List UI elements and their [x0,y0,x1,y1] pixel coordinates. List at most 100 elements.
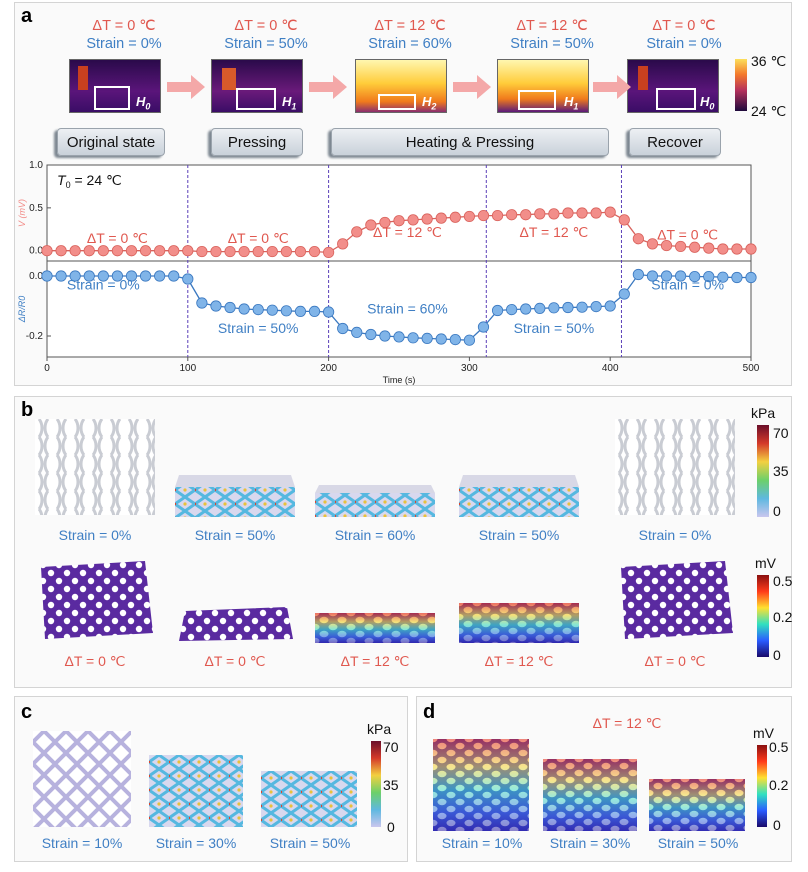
voltage-series-point [407,214,419,226]
condition-4: ΔT = 12 ℃ Strain = 50% [510,18,594,52]
voltage-series-point [41,245,53,257]
top-y-tick-label: 0.0 [29,246,43,257]
c-caption-2: Strain = 30% [155,835,237,851]
voltage-series-point [548,208,560,220]
resistance-series-point [55,270,67,282]
strain-annotation: Strain = 50% [514,320,595,336]
x-tick-label: 100 [179,363,196,374]
resistance-series-point [604,300,616,312]
resistance-series-point [590,301,602,313]
resistance-series-point [618,288,630,300]
resistance-series-point [266,304,278,316]
stage-original: Original state [57,128,165,156]
resistance-series-point [520,303,532,315]
voltage-series-point [477,209,490,222]
resistance-series-point [111,270,124,282]
thermal-image-1: H0 [69,59,161,113]
h-box [378,94,416,110]
d-caption-2: Strain = 30% [549,835,631,851]
stress-caption-2: Strain = 50% [194,527,276,543]
voltage-series-point [154,245,166,257]
stage-pressing: Pressing [211,128,303,156]
voltage-series-point [337,238,349,250]
d-caption-3: Strain = 50% [657,835,739,851]
d-mv-tick: 0.5 [769,739,789,755]
bottom-y-tick-label: -0.2 [26,331,44,342]
strain-annotation: Strain = 50% [218,320,299,336]
resistance-series-point [182,273,194,285]
c-kpa-tick: 70 [383,739,399,755]
d-mv-tick: 0 [773,817,781,833]
kpa-bar-unit: kPa [751,405,776,421]
voltage-series-point [421,213,433,225]
h-box [236,88,276,110]
voltage-series-point [393,215,405,227]
x-tick-label: 500 [743,363,760,374]
resistance-series-point [576,301,588,313]
voltage-series-point [55,245,67,257]
stress-caption-1: Strain = 0% [58,527,132,543]
voltage-caption-1: ΔT = 0 ℃ [64,653,126,669]
arrow-icon [453,75,491,99]
resistance-series-point [717,271,729,283]
thermal-hotspot [638,66,648,90]
c-caption-3: Strain = 50% [269,835,351,851]
voltage-series-point [703,242,715,254]
bottom-y-axis-label: ΔR/R0 [17,296,27,324]
h-label: H2 [422,94,437,112]
resistance-series-point [97,270,109,282]
stress-caption-5: Strain = 0% [638,527,712,543]
panel-c: c Strain = 10% Strain = 30% Strain = 50%… [14,696,408,862]
stage-recover: Recover [629,128,721,156]
resistance-series-point [689,271,701,283]
resistance-series-point [294,305,307,317]
condition-1: ΔT = 0 ℃ Strain = 0% [86,18,162,52]
thermal-colorbar-max: 36 ℃ [751,53,787,69]
resistance-series-point [421,332,433,344]
voltage-series-point [308,245,321,258]
strain-annotation: Strain = 60% [367,301,448,317]
resistance-series-point [168,270,180,282]
thermal-colorbar [735,59,747,111]
resistance-series-point [477,321,490,333]
resistance-series-point [41,270,53,282]
voltage-series-point [69,245,81,257]
top-y-tick-label: 0.5 [29,203,43,214]
resistance-series-point [322,306,335,318]
thermal-hotspot [222,68,236,90]
panel-a: a ΔT = 0 ℃ Strain = 0% ΔT = 0 ℃ Strain = 5… [14,2,792,386]
h-label: H0 [136,94,151,112]
voltage-caption-5: ΔT = 0 ℃ [644,653,706,669]
lattice-stress-3 [315,485,435,517]
c-caption-1: Strain = 10% [41,835,123,851]
resistance-series-point [337,322,349,335]
kpa-bar-tick: 70 [773,425,789,441]
voltage-series-point [111,245,124,257]
voltage-series-point [717,243,729,255]
panel-c-letter: c [21,701,33,723]
top-y-axis-label: V (mV) [17,199,27,227]
voltage-annotation: ΔT = 12 ℃ [519,224,588,240]
panel-b: b Strain = 0% Strain = 50% Strain = 60% … [14,396,792,688]
voltage-series-point [449,211,461,223]
lattice-stress-5 [615,419,735,515]
lattice-stress-4 [459,475,579,517]
thermal-image-2: H1 [211,59,303,113]
voltage-series-point [689,241,701,253]
voltage-series-point [435,212,447,224]
resistance-series-point [139,270,152,282]
mv-bar-tick: 0 [773,647,781,663]
h-box [518,90,556,110]
resistance-series-point [491,304,504,317]
resistance-series-point [435,333,447,345]
time-series-chart: 0.0 0.5 1.0 0.0 -0.2 0 100 200 300 400 500 Time (s)… [17,160,760,385]
x-tick-label: 200 [320,363,337,374]
resistance-series-point [463,334,475,346]
lattice-stress-1 [35,419,155,515]
voltage-series-point [322,246,335,259]
d-caption-1: Strain = 10% [441,835,523,851]
lattice-c-3 [261,771,357,827]
lattice-c-1 [33,731,131,827]
voltage-series-point [351,226,363,238]
resistance-series-point [308,305,321,317]
